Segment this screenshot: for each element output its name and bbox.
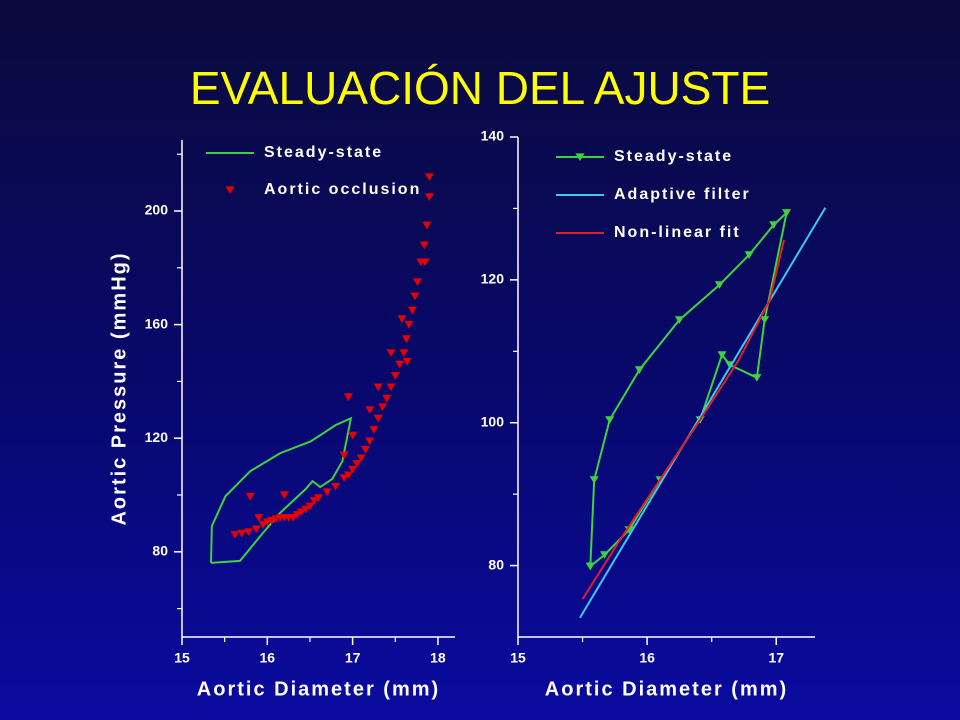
data-point xyxy=(356,454,366,463)
data-point xyxy=(412,278,422,287)
legend-marker xyxy=(225,186,235,195)
data-point xyxy=(422,221,432,230)
series-line xyxy=(579,207,827,619)
slide-title: EVALUACIÓN DEL AJUSTE xyxy=(190,62,770,114)
y-tick-label: 100 xyxy=(481,413,505,429)
x-tick-label: 17 xyxy=(768,650,784,666)
data-point xyxy=(752,374,762,382)
data-point xyxy=(714,281,724,289)
data-point xyxy=(360,445,370,454)
data-point xyxy=(305,502,315,511)
series-line xyxy=(581,239,785,600)
data-point xyxy=(420,258,430,267)
data-point xyxy=(769,221,779,229)
data-point xyxy=(589,476,599,484)
data-point xyxy=(314,494,323,502)
series-line xyxy=(589,209,789,568)
data-point xyxy=(322,488,332,497)
x-axis-label: Aortic Diameter (mm) xyxy=(197,678,440,700)
legend-label: Steady-state xyxy=(264,144,383,161)
data-point xyxy=(395,360,405,369)
data-point xyxy=(744,251,754,259)
data-point xyxy=(244,528,254,536)
data-point xyxy=(386,349,396,358)
data-point xyxy=(424,173,434,181)
data-point xyxy=(331,482,341,491)
data-point xyxy=(348,431,358,440)
data-point xyxy=(600,551,610,559)
data-point xyxy=(339,474,349,483)
y-tick-label: 200 xyxy=(145,202,169,218)
data-point xyxy=(296,508,306,517)
data-point xyxy=(365,406,375,414)
data-point xyxy=(254,514,264,522)
data-point xyxy=(279,491,289,500)
data-point xyxy=(348,465,358,474)
y-tick-label: 140 xyxy=(481,128,505,144)
legend-label: Adaptive filter xyxy=(614,186,751,203)
data-point xyxy=(585,562,595,571)
data-point xyxy=(717,351,727,359)
y-tick-label: 120 xyxy=(145,429,169,445)
data-point xyxy=(237,529,247,538)
data-point xyxy=(292,511,302,519)
data-point xyxy=(390,372,400,380)
data-point xyxy=(373,383,383,392)
data-point xyxy=(343,471,353,480)
legend-label: Aortic occlusion xyxy=(264,181,421,198)
x-tick-label: 15 xyxy=(510,650,526,666)
data-point xyxy=(258,521,268,529)
x-axis-label: Aortic Diameter (mm) xyxy=(545,678,788,700)
data-point xyxy=(352,460,362,468)
data-point xyxy=(634,366,644,374)
y-tick-label: 80 xyxy=(152,543,168,559)
data-point xyxy=(373,414,383,423)
data-point xyxy=(365,437,375,446)
x-tick-label: 17 xyxy=(345,650,361,666)
y-axis-label: Aortic Pressure (mmHg) xyxy=(108,251,130,525)
data-point xyxy=(288,514,298,522)
data-point xyxy=(343,393,353,402)
data-point xyxy=(309,497,319,505)
data-point xyxy=(782,209,792,217)
data-point xyxy=(399,349,409,358)
data-point xyxy=(230,531,240,539)
data-point xyxy=(404,321,414,329)
data-point xyxy=(251,525,261,534)
data-point xyxy=(605,416,615,424)
data-point xyxy=(245,492,255,501)
data-point xyxy=(410,292,420,301)
x-tick-label: 16 xyxy=(639,650,655,666)
legend-label: Non-linear fit xyxy=(614,224,741,241)
y-tick-label: 80 xyxy=(488,556,504,572)
data-point xyxy=(377,403,387,412)
data-point xyxy=(339,451,349,460)
data-point xyxy=(760,316,770,324)
data-point xyxy=(369,426,379,434)
x-tick-label: 18 xyxy=(430,650,446,666)
legend-marker xyxy=(575,153,585,162)
data-point xyxy=(401,335,411,343)
data-point xyxy=(424,193,434,201)
data-point xyxy=(407,306,417,315)
data-point xyxy=(674,316,684,324)
y-tick-label: 160 xyxy=(145,315,169,331)
data-point xyxy=(397,315,407,323)
x-tick-label: 15 xyxy=(174,650,190,666)
data-point xyxy=(419,241,429,250)
data-point xyxy=(301,505,311,514)
data-point xyxy=(402,357,412,366)
data-point xyxy=(386,383,396,392)
y-tick-label: 120 xyxy=(481,271,505,287)
data-point xyxy=(382,394,392,403)
x-tick-label: 16 xyxy=(260,650,276,666)
legend-label: Steady-state xyxy=(614,148,733,165)
